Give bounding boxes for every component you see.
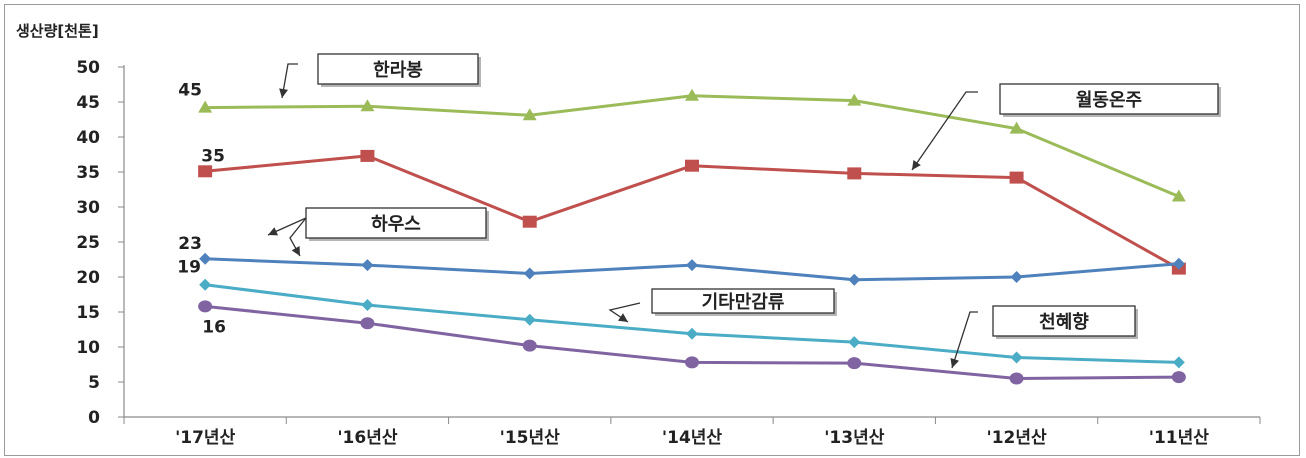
data-label: 19 xyxy=(177,258,201,278)
callout-arrowhead xyxy=(912,160,921,170)
y-axis-title: 생산량[천톤] xyxy=(16,22,99,40)
data-point-house xyxy=(199,252,212,265)
data-point-hallabong xyxy=(1009,121,1024,134)
data-point-wolddong-onju xyxy=(847,167,862,180)
data-point-hallabong xyxy=(847,93,862,106)
data-point-other-mandarin xyxy=(361,299,374,311)
data-point-hallabong xyxy=(522,108,537,121)
data-point-house xyxy=(361,259,374,272)
y-tick-label: 25 xyxy=(76,233,100,253)
callout-box-other-mandarin xyxy=(651,288,835,314)
callout-arrowhead xyxy=(618,313,628,322)
data-label: 45 xyxy=(178,81,202,101)
data-point-wolddong-onju xyxy=(685,159,699,172)
callout-label-house: 하우스 xyxy=(371,214,421,235)
data-point-house xyxy=(686,259,698,272)
y-tick-label: 50 xyxy=(76,58,100,78)
y-tick-label: 35 xyxy=(76,163,100,183)
data-point-cheonhyehyang xyxy=(360,317,375,330)
y-tick-label: 40 xyxy=(76,128,100,148)
callout-label-other-mandarin: 기타만감류 xyxy=(702,292,785,313)
data-point-house xyxy=(1010,271,1023,283)
data-label: 16 xyxy=(202,317,226,337)
x-tick-label: '13년산 xyxy=(824,428,885,448)
data-point-hallabong xyxy=(1171,189,1186,202)
x-tick-label: '16년산 xyxy=(337,428,398,448)
callout-arrowhead xyxy=(279,88,288,98)
x-tick-label: '15년산 xyxy=(500,428,561,448)
y-tick-label: 20 xyxy=(76,268,100,288)
data-point-house xyxy=(523,267,536,280)
callout-box-hallabong xyxy=(317,53,479,85)
data-point-other-mandarin xyxy=(199,278,212,291)
y-tick-label: 0 xyxy=(88,408,100,428)
data-point-hallabong xyxy=(360,99,375,112)
callout-arrowhead xyxy=(950,358,960,368)
callout-arrowhead xyxy=(291,245,300,256)
data-point-wolddong-onju xyxy=(360,149,375,162)
data-point-cheonhyehyang xyxy=(522,339,537,352)
x-tick-label: '12년산 xyxy=(986,428,1047,448)
data-point-hallabong xyxy=(198,100,213,113)
y-tick-label: 45 xyxy=(76,93,100,113)
callout-box-wolddong-onju xyxy=(999,83,1219,115)
data-label: 35 xyxy=(201,146,225,166)
data-point-house xyxy=(1172,257,1185,270)
y-tick-label: 30 xyxy=(76,198,100,218)
y-tick-label: 15 xyxy=(76,303,100,323)
data-point-hallabong xyxy=(685,88,699,101)
data-point-cheonhyehyang xyxy=(847,357,862,370)
callout-box-house xyxy=(305,207,487,239)
x-tick-label: '17년산 xyxy=(175,428,236,448)
data-point-other-mandarin xyxy=(848,336,861,349)
callout-label-wolddong-onju: 월동온주 xyxy=(1076,90,1142,111)
callout-box-cheonhyehyang xyxy=(992,305,1136,337)
callout-pointer-cheonhyehyang xyxy=(951,311,978,369)
data-point-cheonhyehyang xyxy=(1009,372,1024,385)
x-tick-label: '11년산 xyxy=(1149,428,1210,448)
data-label: 23 xyxy=(178,234,202,254)
data-point-cheonhyehyang xyxy=(198,300,213,313)
data-point-wolddong-onju xyxy=(198,165,213,178)
data-point-other-mandarin xyxy=(1010,351,1023,364)
y-tick-label: 10 xyxy=(76,338,100,358)
data-point-house xyxy=(848,273,861,286)
callout-pointer-wolddong-onju xyxy=(911,91,978,171)
data-point-cheonhyehyang xyxy=(1171,371,1186,384)
callout-arrowhead xyxy=(268,227,279,236)
data-point-wolddong-onju xyxy=(1009,171,1024,184)
data-point-wolddong-onju xyxy=(522,215,537,228)
data-point-other-mandarin xyxy=(686,327,698,340)
x-tick-label: '14년산 xyxy=(662,428,723,448)
data-point-other-mandarin xyxy=(1172,356,1185,369)
y-tick-label: 5 xyxy=(88,373,100,393)
callout-label-cheonhyehyang: 천혜향 xyxy=(1039,312,1089,333)
data-point-cheonhyehyang xyxy=(685,356,699,369)
data-point-other-mandarin xyxy=(523,313,536,326)
callout-label-hallabong: 한라봉 xyxy=(373,60,423,81)
callout-pointer-hallabong xyxy=(281,63,298,99)
